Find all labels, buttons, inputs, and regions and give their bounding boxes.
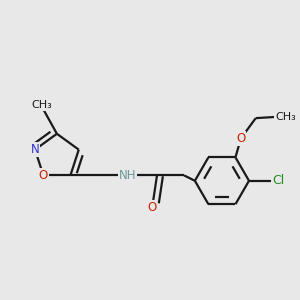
- Text: O: O: [39, 169, 48, 182]
- Text: CH₃: CH₃: [32, 100, 52, 110]
- Text: NH: NH: [118, 169, 136, 182]
- Text: N: N: [31, 143, 39, 156]
- Text: O: O: [236, 132, 245, 145]
- Text: Cl: Cl: [272, 174, 284, 187]
- Text: CH₃: CH₃: [275, 112, 296, 122]
- Text: O: O: [147, 201, 156, 214]
